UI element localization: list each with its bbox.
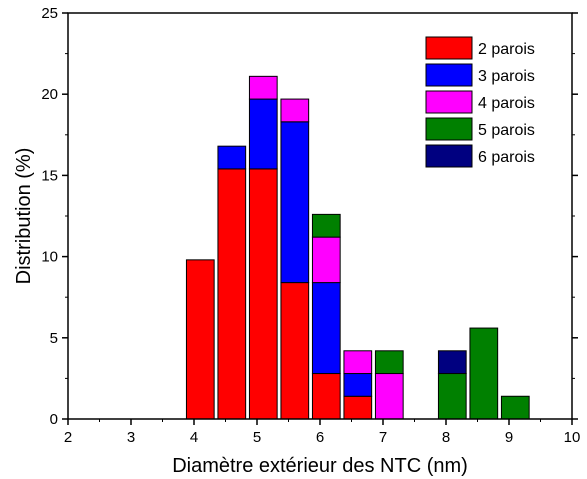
bar-segment-5-walls [500,395,530,420]
bar-segment-2-walls [248,168,278,420]
x-axis-title: Diamètre extérieur des NTC (nm) [172,455,468,477]
legend-label: 3 parois [478,68,535,85]
y-tick-label: 5 [50,330,58,347]
bar-segment-4-walls [374,373,404,420]
bar-segment-2-walls [217,168,247,420]
legend-label: 6 parois [478,149,535,166]
bar-segment-3-walls [217,145,247,170]
y-tick-label: 0 [50,411,58,428]
legend-swatch [425,90,473,114]
x-tick-label: 6 [316,429,324,446]
x-tick-label: 3 [127,429,135,446]
x-axis-ticks: 2 3 4 5 6 7 8 9 10 [64,419,581,446]
bar-segment-2-walls [311,373,341,420]
x-tick-label: 7 [379,429,387,446]
legend-swatch [425,36,473,60]
bar-segment-4-walls [343,350,373,375]
bar-segment-5-walls [374,350,404,375]
x-tick-label: 8 [442,429,450,446]
bar-stacks [185,75,530,420]
legend: 2 parois 3 parois 4 parois 5 parois 6 parois [425,36,535,168]
y-tick-label: 10 [41,249,58,266]
y-tick-label: 25 [41,5,58,22]
x-tick-label: 9 [505,429,513,446]
plot-frame [67,12,573,420]
x-tick-label: 4 [190,429,198,446]
x-tick-label: 2 [64,429,72,446]
bar-segment-2-walls [343,395,373,420]
bar-segment-4-walls [311,236,341,284]
legend-swatch [425,144,473,168]
bar-segment-5-walls [469,327,499,420]
bar-segment-5-walls [437,373,467,420]
legend-label: 2 parois [478,41,535,58]
x-tick-label: 10 [564,429,581,446]
bar-segment-3-walls [248,98,278,170]
y-axis-ticks: 0 5 10 15 20 25 [41,5,578,428]
y-axis-title: Distribution (%) [13,148,35,285]
y-tick-label: 20 [41,86,58,103]
bar-segment-4-walls [280,98,310,123]
legend-swatch [425,117,473,141]
y-tick-label: 15 [41,167,58,184]
legend-label: 5 parois [478,122,535,139]
legend-label: 4 parois [478,95,535,112]
bar-segment-3-walls [343,373,373,397]
bar-segment-6-walls [437,350,467,375]
legend-swatch [425,63,473,87]
bar-segment-4-walls [248,75,278,100]
bar-segment-2-walls [280,282,310,420]
bar-segment-3-walls [311,282,341,375]
bar-segment-3-walls [280,121,310,284]
bar-segment-2-walls [185,259,215,420]
bar-segment-5-walls [311,213,341,238]
x-tick-label: 5 [253,429,261,446]
